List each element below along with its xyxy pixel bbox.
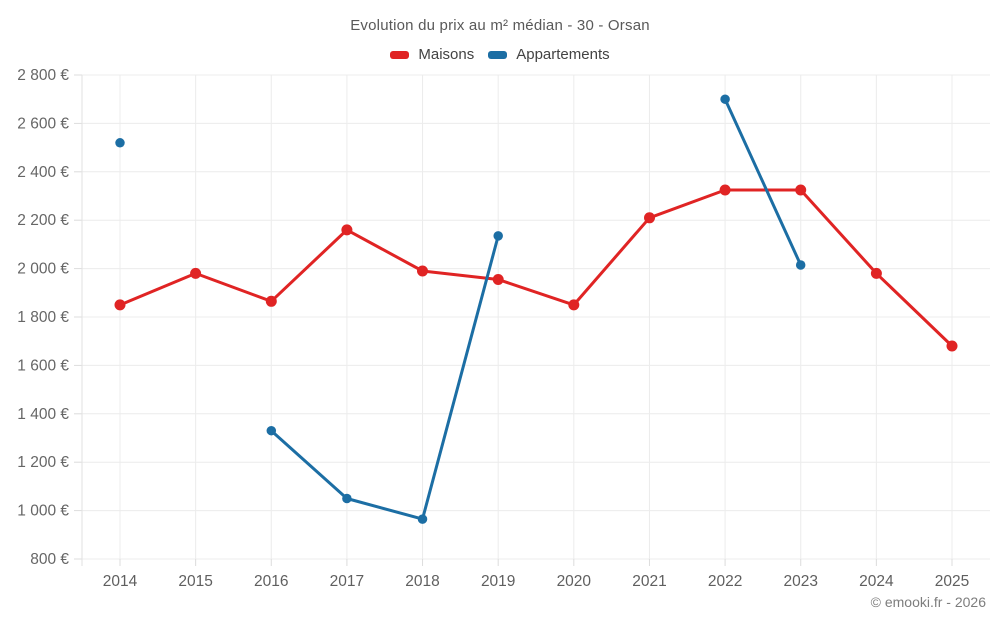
y-axis-label: 1 400 €: [17, 406, 69, 423]
x-axis-label: 2023: [783, 573, 817, 590]
data-point-maisons-2017[interactable]: [341, 224, 353, 236]
y-axis-label: 2 600 €: [17, 115, 69, 132]
data-point-maisons-2020[interactable]: [568, 299, 580, 311]
data-point-appartements-2016[interactable]: [266, 425, 277, 436]
series-line-appartements: [269, 234, 500, 521]
legend-item-appartements[interactable]: Appartements: [488, 46, 610, 63]
y-axis-label: 2 200 €: [17, 212, 69, 229]
x-axis-label: 2016: [254, 573, 288, 590]
data-point-maisons-2021[interactable]: [644, 212, 655, 224]
y-axis-label: 1 800 €: [17, 309, 69, 326]
x-axis-label: 2018: [405, 573, 439, 590]
legend-item-maisons[interactable]: Maisons: [390, 46, 474, 63]
y-axis-label: 2 000 €: [17, 261, 69, 278]
data-point-maisons-2018[interactable]: [417, 265, 428, 277]
legend-label-maisons: Maisons: [418, 46, 475, 63]
y-axis-label: 800 €: [30, 551, 69, 568]
y-axis-label: 1 000 €: [17, 503, 69, 520]
legend: Maisons Appartements: [0, 46, 1000, 63]
data-point-appartements-2014[interactable]: [115, 138, 125, 148]
data-point-maisons-2024[interactable]: [870, 267, 882, 279]
x-axis-label: 2015: [178, 573, 212, 590]
x-axis-label: 2017: [330, 573, 364, 590]
y-axis-label: 1 200 €: [17, 454, 69, 471]
legend-label-appartements: Appartements: [516, 46, 610, 63]
data-point-maisons-2023[interactable]: [795, 184, 807, 196]
x-axis-label: 2020: [557, 573, 592, 590]
x-axis-label: 2014: [103, 573, 138, 590]
y-axis-label: 2 800 €: [17, 67, 69, 84]
y-axis-label: 2 400 €: [17, 164, 69, 181]
legend-swatch-appartements-icon: [488, 50, 508, 59]
data-point-maisons-2015[interactable]: [190, 267, 202, 279]
data-point-maisons-2019[interactable]: [492, 274, 504, 285]
x-axis-label: 2019: [481, 573, 515, 590]
x-axis-label: 2021: [632, 573, 666, 590]
data-point-maisons-2025[interactable]: [946, 340, 958, 352]
attribution: © emooki.fr - 2026: [870, 594, 986, 610]
data-point-appartements-2022[interactable]: [720, 94, 730, 104]
x-axis-label: 2022: [708, 573, 742, 590]
data-point-maisons-2022[interactable]: [719, 184, 731, 196]
y-axis-label: 1 600 €: [17, 357, 69, 374]
series-line-appartements: [723, 97, 803, 267]
data-point-appartements-2018[interactable]: [417, 514, 428, 524]
chart-title: Evolution du prix au m² médian - 30 - Or…: [350, 17, 650, 34]
x-axis-label: 2024: [859, 573, 894, 590]
x-axis-label: 2025: [935, 573, 969, 590]
data-point-maisons-2014[interactable]: [114, 299, 126, 311]
data-point-appartements-2019[interactable]: [493, 231, 503, 241]
data-point-appartements-2017[interactable]: [342, 493, 352, 504]
series-line-maisons: [118, 188, 954, 348]
data-point-appartements-2023[interactable]: [795, 260, 806, 270]
legend-swatch-maisons-icon: [390, 50, 410, 59]
data-point-maisons-2016[interactable]: [265, 295, 277, 307]
